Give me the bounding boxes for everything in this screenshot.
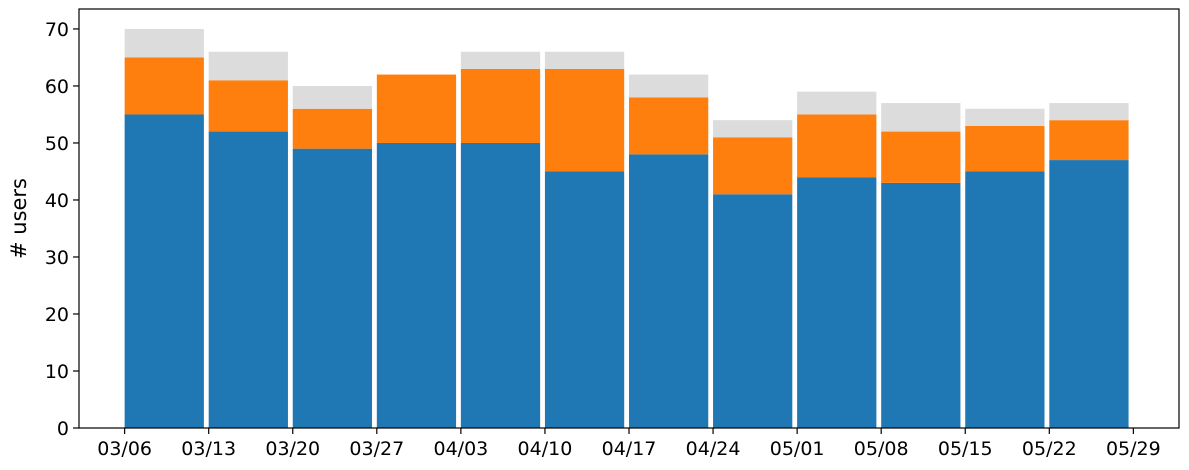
bar-segment-s2-2 xyxy=(292,85,373,109)
bar-segment-s2-1 xyxy=(208,51,288,81)
x-tick-label: 05/29 xyxy=(1106,438,1161,460)
y-tick-label: 70 xyxy=(45,19,69,41)
y-tick-label: 0 xyxy=(57,418,69,440)
bar-segment-s1-2 xyxy=(292,108,373,149)
y-axis-title: # users xyxy=(7,178,31,259)
bar-segment-s1-5 xyxy=(544,68,625,172)
x-tick-label: 04/03 xyxy=(433,438,488,460)
bar-segment-s1-7 xyxy=(713,137,793,195)
x-tick-label: 05/22 xyxy=(1022,438,1077,460)
y-tick-label: 60 xyxy=(45,76,69,98)
bar-segment-s2-7 xyxy=(713,120,793,138)
bar-segment-s1-1 xyxy=(208,80,288,132)
bar-segment-s1-10 xyxy=(965,125,1045,172)
x-tick-label: 03/27 xyxy=(349,438,404,460)
bar-segment-s1-9 xyxy=(881,131,961,183)
bar-segment-s2-5 xyxy=(544,51,625,69)
bar-segment-s2-8 xyxy=(797,91,877,115)
bar-segment-s0-1 xyxy=(208,131,288,428)
x-tick-label: 05/15 xyxy=(938,438,993,460)
x-tick-label: 03/20 xyxy=(265,438,320,460)
y-tick-label: 20 xyxy=(45,304,69,326)
y-tick-label: 30 xyxy=(45,247,69,269)
bar-segment-s1-3 xyxy=(376,74,457,143)
bar-segment-s0-7 xyxy=(713,194,793,428)
x-tick-label: 05/08 xyxy=(854,438,909,460)
bar-segment-s2-6 xyxy=(629,74,709,98)
bar-segment-s0-5 xyxy=(544,171,625,428)
bar-segment-s1-8 xyxy=(797,114,877,178)
bar-segment-s0-8 xyxy=(797,177,877,428)
bar-segment-s0-3 xyxy=(376,142,457,428)
x-tick-label: 04/10 xyxy=(518,438,573,460)
x-tick-label: 03/13 xyxy=(181,438,236,460)
bar-segment-s1-4 xyxy=(460,68,541,143)
y-tick-label: 40 xyxy=(45,190,69,212)
x-axis: 03/06 03/13 03/20 03/27 04/03 04/10 04/17 04/24… xyxy=(97,428,1161,460)
bar-segment-s2-10 xyxy=(965,108,1045,126)
bar-segment-s2-4 xyxy=(460,51,541,69)
y-tick-label: 10 xyxy=(45,361,69,383)
bar-segment-s2-9 xyxy=(881,103,961,132)
bar-segment-s0-2 xyxy=(292,148,373,429)
x-tick-label: 05/01 xyxy=(770,438,825,460)
bar-segment-s2-11 xyxy=(1049,103,1129,121)
x-tick-label: 04/17 xyxy=(602,438,657,460)
bar-segment-s2-0 xyxy=(124,28,204,58)
x-tick-label: 03/06 xyxy=(97,438,152,460)
bar-segment-s1-6 xyxy=(629,97,709,155)
bar-segment-s1-11 xyxy=(1049,120,1129,161)
bar-segment-s1-0 xyxy=(124,57,204,115)
bar-segment-s0-10 xyxy=(965,171,1045,428)
x-tick-label: 04/24 xyxy=(686,438,741,460)
bar-segment-s0-4 xyxy=(460,142,541,428)
bars-layer xyxy=(124,28,1129,429)
bar-segment-s0-0 xyxy=(124,114,204,429)
y-axis: 0 10 20 30 40 50 60 70 xyxy=(45,19,79,440)
bar-segment-s0-6 xyxy=(629,154,709,428)
bar-segment-s0-11 xyxy=(1049,160,1129,428)
bar-segment-s0-9 xyxy=(881,182,961,428)
y-tick-label: 50 xyxy=(45,133,69,155)
